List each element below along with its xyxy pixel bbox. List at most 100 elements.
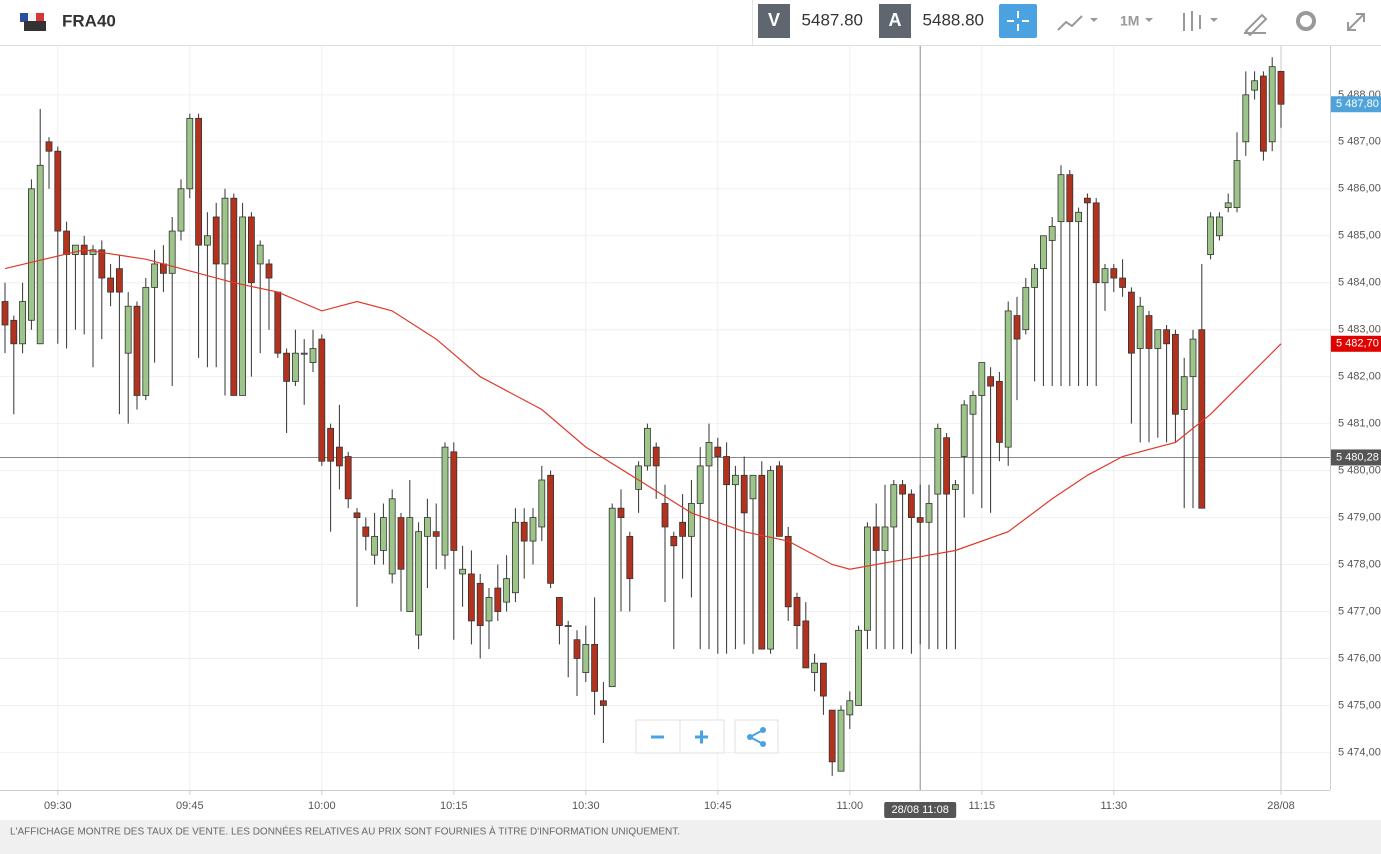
- buy-price: 5488.80: [923, 10, 984, 29]
- candle-body: [1, 301, 9, 326]
- sell-button[interactable]: [758, 4, 790, 38]
- candle-body: [406, 517, 414, 612]
- y-tick-label: 5 474,00: [1338, 746, 1381, 758]
- candle-body: [1242, 94, 1250, 143]
- candle-body: [652, 446, 660, 467]
- crosshair-button[interactable]: [999, 4, 1037, 38]
- candle-body: [855, 629, 862, 706]
- candle-body: [908, 493, 915, 518]
- candle-body: [661, 503, 669, 528]
- candle-body: [1066, 174, 1074, 223]
- candle-body: [265, 263, 273, 279]
- candle-body: [1163, 329, 1170, 345]
- candle-body: [1154, 329, 1162, 349]
- candle-body: [1145, 315, 1153, 349]
- candle-body: [740, 474, 748, 514]
- divider: [752, 0, 753, 45]
- candle-body: [978, 362, 986, 396]
- candle-body: [485, 597, 493, 622]
- candle-body: [318, 338, 326, 462]
- candle-body: [1172, 333, 1179, 415]
- candle-body: [881, 526, 889, 551]
- y-tick-label: 5 484,00: [1338, 277, 1381, 289]
- candle-body: [600, 700, 607, 706]
- y-tick-label: 5 475,00: [1338, 699, 1381, 711]
- candle-body: [1189, 338, 1197, 378]
- candle-body: [98, 249, 106, 279]
- candle-body: [133, 305, 141, 396]
- share[interactable]: [734, 719, 779, 754]
- candle-body: [107, 277, 114, 293]
- candle-body: [1013, 315, 1021, 340]
- candle-body: [802, 620, 810, 669]
- candle-body: [124, 305, 132, 354]
- candle-body: [1136, 305, 1144, 349]
- collapse-button[interactable]: [1347, 13, 1365, 31]
- candle-body: [688, 503, 695, 537]
- candle-body: [864, 526, 871, 631]
- chart-type-button[interactable]: [1183, 11, 1218, 31]
- candle-body: [837, 709, 845, 772]
- zoom-controls: [635, 719, 779, 754]
- candle-body: [379, 517, 387, 551]
- candle-body: [221, 197, 229, 265]
- y-tick-label: 5 486,00: [1338, 183, 1381, 195]
- candle-body: [617, 507, 625, 518]
- x-tick-label: 10:00: [308, 800, 336, 812]
- symbol: FRA40: [62, 11, 116, 30]
- candle-body: [344, 456, 352, 500]
- candle-body: [397, 517, 405, 570]
- y-tick-label: 5 480,00: [1338, 465, 1381, 477]
- price-tag: [1331, 96, 1381, 113]
- candle-body: [872, 526, 880, 551]
- candle-body: [212, 216, 220, 265]
- candle-body: [1101, 268, 1109, 284]
- sell-label: V: [768, 10, 780, 30]
- candle-body: [1207, 216, 1214, 255]
- indicator-button[interactable]: [1057, 15, 1098, 31]
- candle-body: [168, 230, 176, 274]
- candle-body: [1057, 174, 1065, 223]
- candle-body: [1251, 80, 1258, 91]
- candle-body: [1084, 197, 1091, 204]
- candle-body: [934, 427, 942, 495]
- y-tick-label: 5 478,00: [1338, 558, 1381, 570]
- candle-body: [626, 535, 634, 580]
- candle-body: [732, 474, 739, 486]
- candle-body: [1224, 202, 1232, 208]
- candle-body: [503, 578, 511, 603]
- candle-body: [432, 531, 440, 537]
- candle-body: [582, 643, 590, 673]
- draw-button[interactable]: [1244, 13, 1268, 37]
- candle-body: [1233, 160, 1241, 208]
- crosshair-x-label: 28/08 11:08: [892, 804, 949, 816]
- candle-body: [556, 597, 563, 627]
- crosshair-tag: [1331, 449, 1381, 466]
- candle-body: [423, 517, 431, 537]
- candle-body: [362, 526, 370, 537]
- x-tick-label: 11:30: [1100, 800, 1127, 812]
- x-tick-label: 09:30: [44, 800, 72, 812]
- candle-body: [441, 446, 449, 556]
- candle-body: [811, 662, 818, 673]
- price-tag-label: 5 487,80: [1336, 98, 1379, 110]
- candle-body: [1216, 216, 1223, 237]
- candle-body: [247, 216, 255, 284]
- y-tick-label: 5 477,00: [1338, 605, 1381, 617]
- crosshair-tag-label: 5 480,28: [1336, 451, 1379, 463]
- y-tick-label: 5 487,00: [1338, 136, 1381, 148]
- buy-button[interactable]: [879, 4, 911, 38]
- candle-body: [890, 484, 898, 528]
- candle-body: [916, 517, 924, 523]
- settings-button[interactable]: [1296, 11, 1316, 31]
- y-tick-label: 5 476,00: [1338, 652, 1381, 664]
- x-tick-label: 10:30: [572, 800, 600, 812]
- candle-body: [230, 197, 238, 396]
- candle-body: [776, 465, 783, 537]
- candle-body: [512, 521, 519, 594]
- interval[interactable]: 1M: [1120, 13, 1139, 29]
- x-tick-label: 28/08: [1267, 800, 1295, 812]
- y-tick-label: 5 482,00: [1338, 371, 1381, 383]
- candle-body: [608, 507, 616, 688]
